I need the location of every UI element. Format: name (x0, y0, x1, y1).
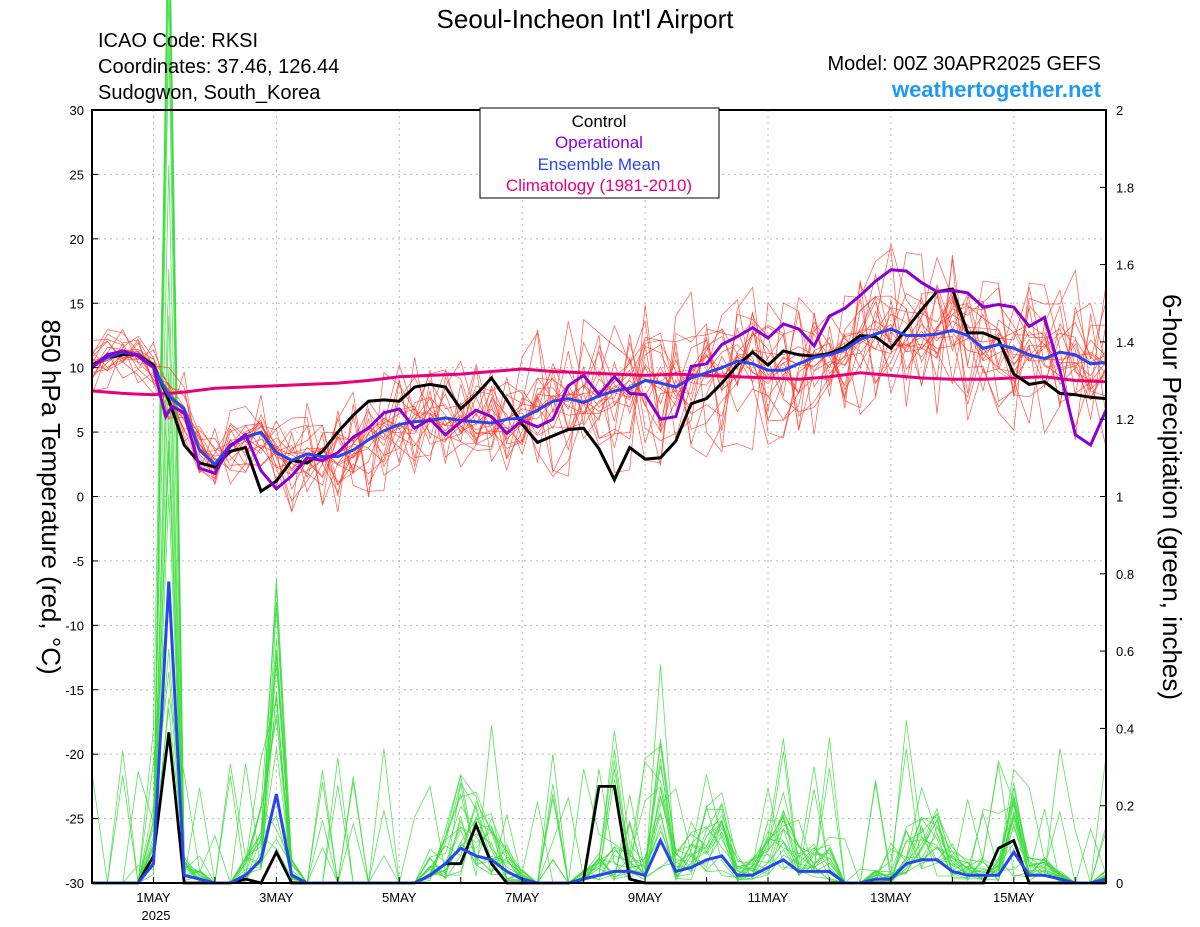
right-tick-label: 0.6 (1116, 644, 1134, 659)
member-precipitation-line (92, 451, 1107, 884)
legend-ensemble-mean: Ensemble Mean (538, 155, 661, 174)
x-tick-label: 13MAY (870, 890, 912, 905)
member-precipitation-line (92, 0, 1107, 884)
left-tick-label: 20 (70, 232, 84, 247)
left-tick-label: 10 (70, 361, 84, 376)
x-tick-label: 7MAY (505, 890, 540, 905)
member-temperature-line (91, 313, 1107, 466)
member-temperature-line (91, 286, 1106, 486)
x-tick-label: 15MAY (993, 890, 1035, 905)
x-tick-label: 3MAY (259, 890, 294, 905)
left-tick-label: -10 (65, 618, 84, 633)
grid-lines (92, 110, 1106, 883)
member-temperature-line (91, 274, 1107, 490)
left-tick-label: 25 (70, 167, 84, 182)
x-tick-label: 5MAY (382, 890, 417, 905)
member-precipitation-line (92, 268, 1107, 884)
x-tick-label: 11MAY (748, 890, 789, 905)
left-tick-label: -20 (65, 747, 84, 762)
coordinates: Coordinates: 37.46, 126.44 (98, 56, 339, 78)
member-temperature-line (91, 297, 1107, 475)
member-precipitation-line (92, 419, 1107, 884)
axis-ticks: 302520151050-5-10-15-20-25-3021.81.61.41… (65, 103, 1134, 905)
x-tick-label: 9MAY (628, 890, 663, 905)
region: Sudogwon, South_Korea (98, 82, 321, 104)
left-tick-label: -25 (65, 812, 84, 827)
site-link[interactable]: weathertogether.net (891, 77, 1102, 102)
legend-control: Control (572, 112, 627, 131)
legend: Control Operational Ensemble Mean Climat… (479, 107, 720, 199)
left-tick-label: -5 (72, 554, 84, 569)
left-tick-label: 0 (77, 490, 84, 505)
legend-operational: Operational (555, 133, 643, 152)
left-tick-label: -15 (65, 683, 84, 698)
legend-climatology: Climatology (1981-2010) (506, 176, 692, 195)
right-axis-label: 6-hour Precipitation (green, inches) (1157, 294, 1187, 700)
legend-box (479, 107, 720, 199)
right-tick-label: 0.4 (1116, 721, 1134, 736)
member-precipitation-line (92, 0, 1107, 884)
plot-frame (91, 109, 1107, 884)
right-tick-label: 2 (1116, 103, 1123, 118)
x-year-label: 2025 (142, 908, 171, 923)
climatology-line (91, 367, 1107, 397)
member-temperature-line (91, 252, 1107, 511)
member-temperature-line (91, 305, 1107, 479)
right-tick-label: 0 (1116, 876, 1123, 891)
member-temperature-line (91, 296, 1107, 496)
series-lines (91, 268, 1108, 885)
mean-precipitation-line (92, 581, 1107, 885)
member-precipitation-line (92, 586, 1107, 884)
right-tick-label: 1.8 (1116, 180, 1134, 195)
member-precipitation-line (92, 440, 1107, 884)
member-precipitation-line (91, 601, 1107, 884)
member-precipitation-line (92, 493, 1107, 884)
right-tick-label: 1.2 (1116, 412, 1134, 427)
right-tick-label: 0.8 (1116, 567, 1134, 582)
left-tick-label: 15 (70, 296, 84, 311)
member-temperature-line (91, 284, 1107, 494)
left-tick-label: -30 (65, 876, 84, 891)
chart-title: Seoul-Incheon Int'l Airport (437, 4, 735, 34)
icao-code: ICAO Code: RKSI (98, 30, 258, 52)
right-tick-label: 1.4 (1116, 335, 1134, 350)
right-tick-label: 1 (1116, 490, 1123, 505)
right-tick-label: 1.6 (1116, 258, 1134, 273)
member-temperature-line (91, 296, 1107, 479)
model-run: Model: 00Z 30APR2025 GEFS (828, 53, 1101, 75)
operational-temperature-line (91, 268, 1108, 491)
left-tick-label: 5 (77, 425, 84, 440)
x-tick-label: 1MAY (136, 890, 171, 905)
right-tick-label: 0.2 (1116, 799, 1134, 814)
member-temperature-line (91, 256, 1107, 505)
left-tick-label: 30 (70, 103, 84, 118)
left-axis-label: 850 hPa Temperature (red, °C) (36, 319, 66, 674)
